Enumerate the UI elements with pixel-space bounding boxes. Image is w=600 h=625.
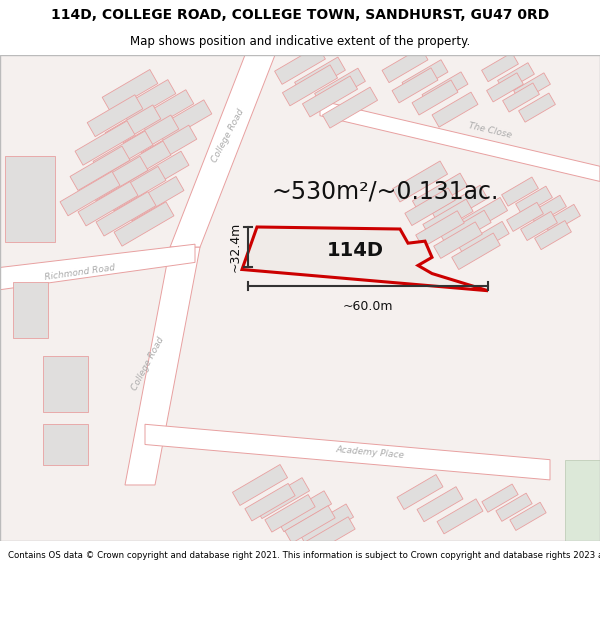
Text: College Road: College Road [210, 107, 246, 164]
Polygon shape [506, 202, 544, 231]
Polygon shape [452, 198, 508, 238]
Polygon shape [521, 211, 557, 241]
Polygon shape [402, 60, 448, 95]
Polygon shape [433, 185, 488, 226]
Polygon shape [242, 227, 488, 291]
Polygon shape [105, 105, 161, 147]
Polygon shape [265, 494, 315, 532]
Text: The Close: The Close [467, 121, 512, 140]
Polygon shape [102, 69, 158, 111]
Polygon shape [322, 87, 377, 128]
Polygon shape [392, 161, 448, 202]
Polygon shape [283, 65, 338, 106]
Polygon shape [434, 222, 482, 258]
Polygon shape [487, 73, 523, 102]
Polygon shape [502, 177, 538, 206]
Polygon shape [441, 210, 491, 248]
Polygon shape [75, 121, 135, 165]
Polygon shape [285, 506, 335, 543]
Polygon shape [295, 57, 346, 96]
Text: Academy Place: Academy Place [335, 445, 404, 460]
Polygon shape [320, 101, 600, 181]
Polygon shape [232, 464, 287, 506]
Polygon shape [138, 90, 194, 132]
Polygon shape [544, 204, 580, 234]
Polygon shape [535, 221, 571, 249]
Polygon shape [254, 478, 310, 519]
Polygon shape [392, 68, 438, 103]
Polygon shape [382, 48, 428, 82]
Polygon shape [514, 73, 550, 102]
Polygon shape [145, 424, 550, 480]
Polygon shape [13, 282, 47, 338]
Polygon shape [87, 95, 143, 137]
Polygon shape [302, 76, 358, 117]
Polygon shape [416, 211, 464, 248]
Polygon shape [88, 156, 148, 201]
Polygon shape [120, 79, 176, 121]
Polygon shape [123, 115, 179, 157]
Polygon shape [530, 195, 566, 224]
Polygon shape [106, 166, 166, 211]
Polygon shape [245, 483, 295, 521]
Polygon shape [129, 151, 189, 196]
Text: ~32.4m: ~32.4m [229, 222, 242, 272]
Polygon shape [459, 221, 509, 259]
Polygon shape [43, 424, 88, 465]
Polygon shape [170, 55, 275, 248]
Text: ~530m²/~0.131ac.: ~530m²/~0.131ac. [271, 179, 499, 204]
Polygon shape [5, 156, 55, 242]
Text: Map shows position and indicative extent of the property.: Map shows position and indicative extent… [130, 35, 470, 48]
Polygon shape [111, 141, 171, 186]
Polygon shape [93, 131, 153, 176]
Polygon shape [515, 186, 553, 215]
Polygon shape [423, 199, 473, 237]
Polygon shape [141, 125, 197, 167]
Text: 114D, COLLEGE ROAD, COLLEGE TOWN, SANDHURST, GU47 0RD: 114D, COLLEGE ROAD, COLLEGE TOWN, SANDHU… [51, 8, 549, 22]
Polygon shape [0, 55, 600, 541]
Polygon shape [510, 503, 546, 531]
Polygon shape [124, 176, 184, 221]
Polygon shape [70, 146, 130, 191]
Polygon shape [518, 93, 556, 122]
Polygon shape [503, 83, 539, 112]
Text: 114D: 114D [326, 241, 383, 260]
Text: College Road: College Road [130, 335, 166, 392]
Polygon shape [78, 181, 138, 226]
Polygon shape [482, 52, 518, 82]
Polygon shape [412, 173, 467, 214]
Polygon shape [437, 499, 483, 534]
Text: ~60.0m: ~60.0m [343, 300, 393, 313]
Polygon shape [405, 188, 455, 226]
Polygon shape [156, 100, 212, 142]
Text: Contains OS data © Crown copyright and database right 2021. This information is : Contains OS data © Crown copyright and d… [8, 551, 600, 560]
Polygon shape [412, 80, 458, 115]
Polygon shape [417, 487, 463, 522]
Polygon shape [422, 72, 468, 107]
Polygon shape [125, 248, 200, 485]
Polygon shape [565, 460, 600, 541]
Polygon shape [452, 233, 500, 269]
Polygon shape [497, 62, 535, 92]
Polygon shape [432, 92, 478, 127]
Polygon shape [314, 68, 365, 107]
Polygon shape [275, 46, 325, 84]
Polygon shape [277, 491, 332, 532]
Polygon shape [114, 202, 174, 246]
Polygon shape [397, 474, 443, 509]
Polygon shape [496, 493, 532, 521]
Text: Richmond Road: Richmond Road [44, 263, 116, 282]
Polygon shape [60, 171, 120, 216]
Polygon shape [96, 192, 156, 236]
Polygon shape [43, 356, 88, 412]
Polygon shape [482, 484, 518, 512]
Polygon shape [0, 244, 195, 290]
Polygon shape [298, 504, 353, 545]
Polygon shape [305, 517, 355, 554]
